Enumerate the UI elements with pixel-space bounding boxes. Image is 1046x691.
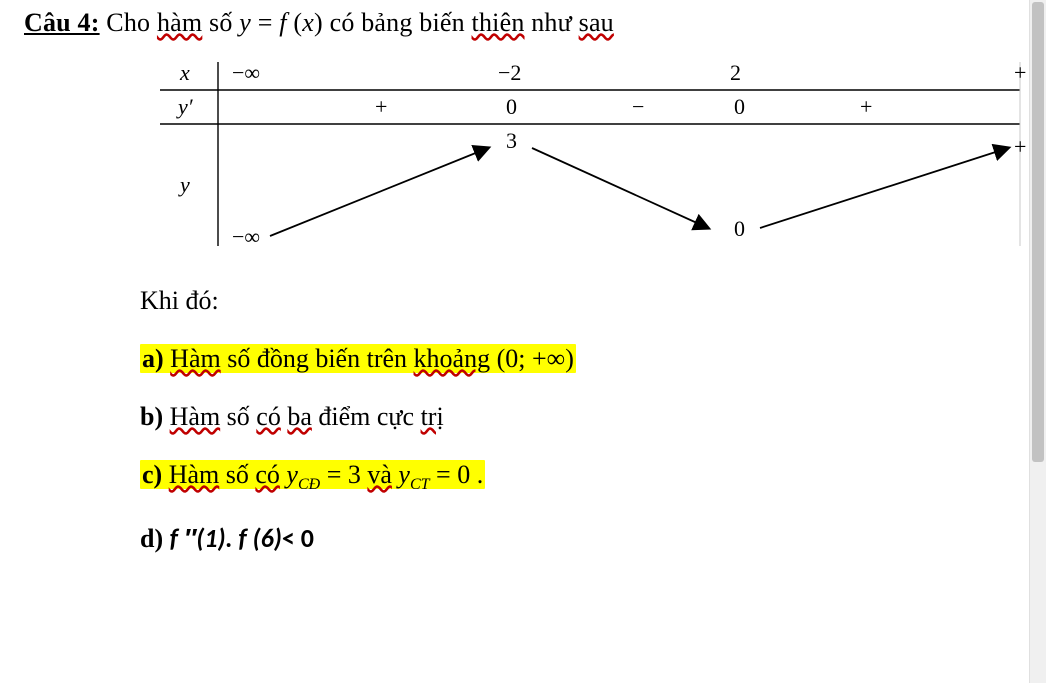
text-wavy: có: [256, 402, 281, 431]
variation-table: x y′ y −∞ −2 2 + 0 − 0 + 3 −∞ 0 + +: [140, 56, 1010, 256]
vt-x-neg2: −2: [498, 60, 521, 86]
text-wavy: trị: [421, 402, 444, 431]
vt-label-x: x: [180, 60, 190, 86]
text-wavy: sau: [579, 8, 614, 37]
interval-sep: ;: [518, 344, 532, 373]
paren-open: (: [490, 344, 505, 373]
text-fragment: số: [202, 8, 239, 37]
interval-b: +∞: [532, 344, 565, 373]
text-wavy: Hàm: [170, 344, 221, 373]
vt-yprime-minus: −: [632, 94, 644, 120]
vt-y-neginf: −∞: [232, 224, 260, 250]
text-wavy: và: [367, 460, 392, 489]
text-fragment: số đồng biến trên: [221, 344, 414, 373]
khi-do-label: Khi đó:: [140, 286, 1046, 316]
eq-part: = 0 .: [430, 460, 484, 489]
var-y: y: [286, 460, 298, 489]
var-x: x: [302, 8, 314, 37]
vt-yprime-plus1: +: [375, 94, 387, 120]
eq-sign: =: [251, 8, 279, 37]
text-wavy: khoảng: [414, 344, 491, 373]
vt-x-pos2: 2: [730, 60, 741, 86]
var-y: y: [398, 460, 410, 489]
option-a-letter: a): [142, 344, 164, 373]
paren-close: ): [565, 344, 574, 373]
text-wavy: có: [255, 460, 280, 489]
question-label: Câu 4:: [24, 8, 100, 37]
vt-y-zero: 0: [734, 216, 745, 242]
option-c-letter: c): [142, 460, 162, 489]
option-d-expr: f ′′(1). f (6): [170, 522, 282, 554]
vertical-scrollbar[interactable]: [1029, 0, 1046, 683]
vt-yprime-plus2: +: [860, 94, 872, 120]
scrollbar-thumb[interactable]: [1032, 2, 1044, 462]
text-fragment: có bảng biến: [323, 8, 472, 37]
text-fragment: Cho: [100, 8, 157, 37]
text-fragment: số: [219, 460, 255, 489]
vt-yprime-zero2: 0: [734, 94, 745, 120]
question-prompt: Câu 4: Cho hàm số y = f (x) có bảng biến…: [24, 8, 1046, 38]
text-fragment: điểm cực: [312, 402, 421, 431]
paren-close: ): [314, 8, 323, 37]
option-d-rel: < 0: [282, 522, 314, 554]
vt-y-top3: 3: [506, 128, 517, 154]
variation-table-svg: [140, 56, 1040, 256]
text-fragment: như: [525, 8, 579, 37]
vt-label-yprime: y′: [178, 94, 193, 120]
vt-yprime-zero1: 0: [506, 94, 517, 120]
var-y: y: [239, 8, 251, 37]
subscript-cd: CĐ: [298, 476, 320, 493]
text-wavy: hàm: [157, 8, 202, 37]
text-wavy: Hàm: [169, 460, 220, 489]
text-wavy: ba: [287, 402, 312, 431]
vt-right-plus-bottom: +: [1014, 134, 1026, 160]
option-a: a) Hàm số đồng biến trên khoảng (0; +∞): [140, 344, 1046, 374]
option-b: b) Hàm số có ba điểm cực trị: [140, 402, 1046, 432]
paren-open: (: [287, 8, 303, 37]
vt-right-plus-top: +: [1014, 60, 1026, 86]
interval-a: 0: [505, 344, 518, 373]
option-c: c) Hàm số có yCĐ = 3 và yCT = 0 .: [140, 460, 1046, 494]
page-root: Câu 4: Cho hàm số y = f (x) có bảng biến…: [0, 0, 1046, 691]
text-wavy: thiên: [472, 8, 525, 37]
vt-label-y: y: [180, 172, 190, 198]
vt-x-neginf: −∞: [232, 60, 260, 86]
option-d: d) f ′′(1). f (6)< 0: [140, 522, 1046, 554]
text-wavy: Hàm: [170, 402, 221, 431]
subscript-ct: CT: [410, 476, 430, 493]
text-fragment: số: [220, 402, 256, 431]
option-b-letter: b): [140, 402, 170, 431]
eq-part: = 3: [320, 460, 367, 489]
fn-f: f: [279, 8, 286, 37]
option-d-letter: d): [140, 524, 170, 553]
